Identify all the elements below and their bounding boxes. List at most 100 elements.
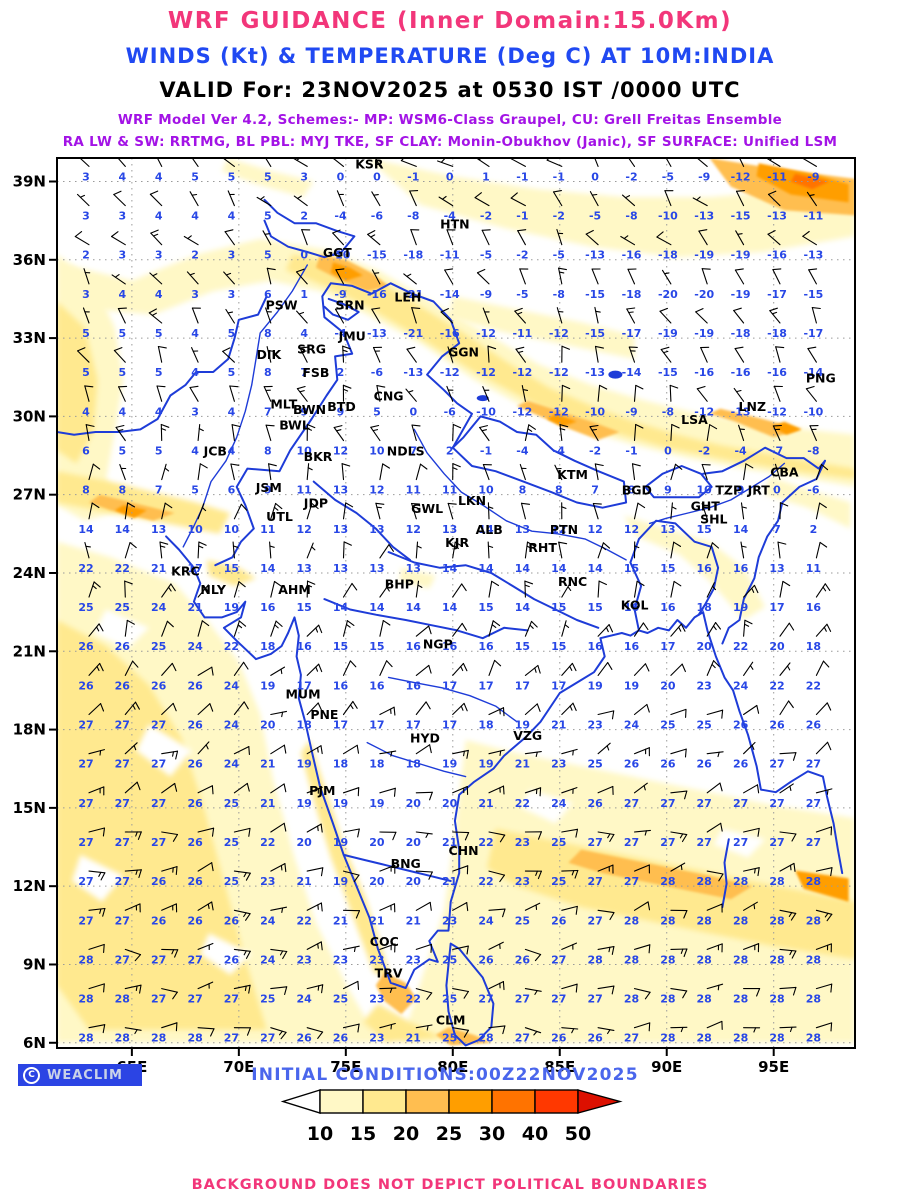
temperature-value: 27 — [551, 993, 566, 1006]
wind-barb — [779, 862, 796, 872]
wind-barb — [772, 424, 782, 442]
wind-barb — [230, 463, 240, 481]
wind-barb — [306, 786, 323, 794]
wind-barb — [88, 749, 105, 756]
temperature-value: 25 — [151, 640, 166, 653]
temperature-value: 8 — [264, 366, 272, 379]
temperature-value: -19 — [694, 249, 714, 262]
shading-blob — [771, 421, 802, 435]
wind-barb — [410, 229, 420, 246]
temperature-value: 5 — [82, 327, 90, 340]
wind-barb — [270, 986, 288, 996]
wind-barb — [444, 268, 454, 285]
temperature-value: 28 — [806, 993, 821, 1006]
temperature-value: 21 — [260, 797, 275, 810]
lat-tick-label: 39N — [13, 172, 46, 190]
wind-barb — [161, 1022, 178, 1032]
temperature-value: 19 — [333, 797, 348, 810]
wind-barb — [124, 1027, 142, 1035]
temperature-value: -13 — [731, 405, 751, 418]
wind-barb — [706, 751, 724, 758]
wind-barb — [700, 346, 710, 363]
temperature-value: -11 — [512, 327, 532, 340]
temperature-value: 21 — [333, 914, 348, 927]
wind-barb — [415, 870, 433, 880]
wind-barb — [589, 191, 599, 207]
wind-barb — [191, 158, 199, 167]
temperature-value: 10 — [697, 484, 713, 497]
wind-barb — [488, 659, 502, 676]
temperature-value: 10 — [297, 445, 313, 458]
wind-barb — [487, 502, 494, 520]
temperature-value: 23 — [697, 679, 712, 692]
wind-barb — [223, 271, 235, 285]
temperature-value: -2 — [516, 249, 528, 262]
temperature-value: 27 — [78, 875, 93, 888]
wind-barb — [524, 580, 534, 598]
wind-barb — [519, 463, 527, 481]
temperature-value: 28 — [115, 993, 130, 1006]
wind-barb — [197, 666, 214, 676]
station-label: BGD — [622, 483, 652, 498]
temperature-value: 7 — [155, 484, 163, 497]
temperature-value: 26 — [187, 875, 203, 888]
temperature-value: 23 — [406, 953, 421, 966]
station-label: KTM — [557, 467, 588, 482]
wind-barb — [779, 622, 795, 637]
temperature-value: -2 — [625, 170, 637, 183]
wind-barb — [161, 662, 177, 676]
temperature-value: -2 — [698, 445, 710, 458]
temperature-value: 14 — [442, 601, 458, 614]
wind-barb — [191, 347, 199, 363]
temperature-value: 22 — [224, 640, 239, 653]
wind-barb — [631, 463, 641, 481]
temperature-value: -12 — [512, 405, 532, 418]
temperature-value: 27 — [151, 993, 166, 1006]
temperature-value: 7 — [591, 484, 599, 497]
temperature-value: -13 — [694, 210, 714, 223]
wind-barb — [597, 742, 611, 755]
temperature-value: 19 — [224, 601, 239, 614]
shading-blob — [623, 515, 766, 620]
temperature-value: 27 — [587, 836, 602, 849]
wind-barb — [517, 229, 527, 246]
wind-barb — [124, 831, 142, 840]
andaman-islands — [721, 838, 730, 909]
wind-barb — [488, 785, 505, 795]
wind-barb — [815, 826, 833, 836]
wind-barb — [670, 623, 686, 637]
temperature-value: -13 — [803, 249, 823, 262]
temperature-value: 28 — [806, 1032, 821, 1045]
wind-barb — [815, 660, 830, 676]
wind-barb — [233, 746, 250, 756]
wind-barb — [124, 903, 141, 913]
temperature-value: -12 — [549, 327, 569, 340]
wind-barb — [733, 387, 745, 402]
wind-barb — [296, 385, 308, 402]
station-label: SRN — [336, 297, 365, 312]
temperature-value: 19 — [587, 679, 602, 692]
temperature-value: -9 — [625, 405, 637, 418]
temperature-value: 26 — [224, 914, 240, 927]
wind-barb — [447, 346, 455, 363]
temperature-value: 24 — [733, 679, 749, 692]
wind-barb — [161, 903, 178, 913]
station-label: RHT — [528, 540, 557, 555]
wind-barb — [589, 424, 599, 442]
wind-barb — [124, 502, 136, 520]
station-label: UTL — [266, 509, 293, 524]
wind-barb — [669, 384, 679, 402]
temperature-value: 23 — [369, 993, 384, 1006]
wind-barb — [452, 749, 469, 759]
wind-barb — [342, 870, 360, 883]
station-label: GGN — [448, 344, 479, 359]
temperature-value: 23 — [587, 719, 602, 732]
wind-barb — [452, 662, 468, 676]
temperature-value: 23 — [369, 1032, 384, 1045]
wind-barb — [482, 464, 492, 481]
wind-barb — [161, 988, 178, 1000]
wind-barb — [561, 384, 571, 402]
temperature-value: 9 — [300, 405, 308, 418]
wind-barb — [124, 580, 133, 598]
wind-barb — [415, 664, 432, 676]
